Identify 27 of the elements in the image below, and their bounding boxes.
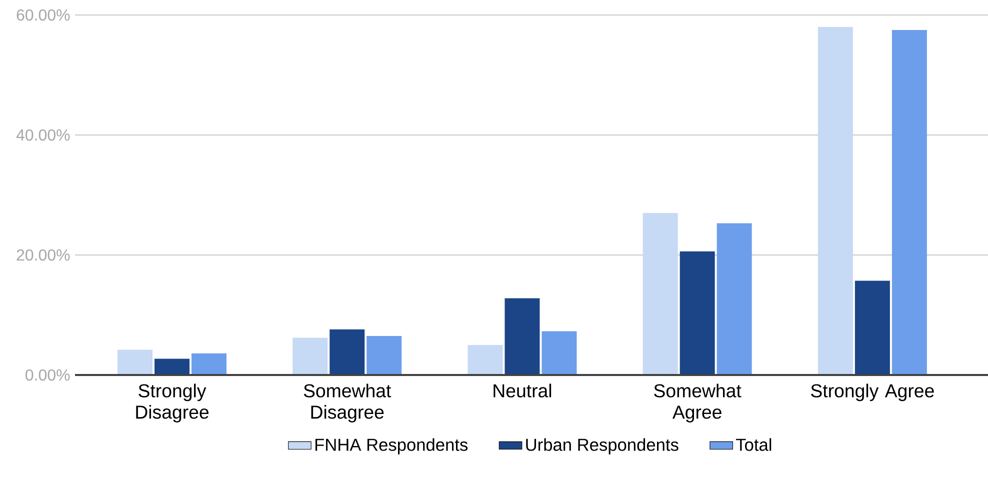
- x-tick-label: Strongly Agree: [811, 384, 934, 402]
- legend-label: FNHA Respondents: [315, 438, 468, 454]
- bar: [292, 338, 328, 375]
- legend-label: Urban Respondents: [526, 438, 678, 454]
- x-tick-label: Neutral: [494, 384, 552, 398]
- bar: [818, 26, 853, 375]
- bar: [192, 353, 227, 375]
- x-tick-label: Somewhat Agree: [654, 384, 742, 422]
- bar: [892, 30, 927, 375]
- y-tick-label: 20.00%: [16, 249, 70, 261]
- x-tick-label: Somewhat Disagree: [304, 384, 392, 422]
- bar: [854, 280, 890, 375]
- x-tick-label: Strongly Disagree: [136, 384, 209, 422]
- bar: [642, 213, 678, 375]
- bar: [468, 345, 503, 375]
- bar: [330, 329, 365, 375]
- bar: [154, 358, 190, 375]
- legend-label: Total: [736, 438, 772, 451]
- bar: [118, 350, 153, 375]
- y-tick-label: 0.00%: [26, 369, 70, 381]
- bar: [504, 298, 540, 375]
- bar: [366, 336, 402, 375]
- y-tick-label: 60.00%: [16, 9, 70, 21]
- bar: [542, 331, 577, 375]
- bar: [716, 223, 752, 375]
- y-tick-label: 40.00%: [16, 129, 70, 141]
- bar: [680, 251, 715, 375]
